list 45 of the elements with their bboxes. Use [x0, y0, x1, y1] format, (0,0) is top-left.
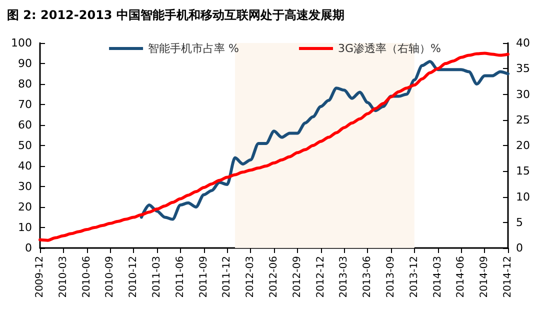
x-tick-label: 2012-12 — [315, 256, 326, 298]
x-tick-label: 2014-03 — [432, 256, 444, 298]
y-tick-label: 50 — [18, 139, 32, 152]
y-tick-label: 60 — [18, 118, 32, 132]
y2-tick-label: 20 — [516, 139, 530, 152]
y2-tick-label: 10 — [516, 190, 530, 204]
y-tick-label: 100 — [11, 36, 32, 50]
x-tick-label: 2010-12 — [128, 256, 140, 298]
legend-label: 智能手机市占率 % — [148, 42, 239, 55]
x-tick-label: 2013-09 — [386, 256, 396, 298]
y-tick-label: 30 — [18, 180, 32, 193]
y2-tick-label: 15 — [516, 164, 530, 178]
y-tick-label: 20 — [18, 200, 32, 214]
line-series — [140, 60, 510, 221]
y2-tick-label: 30 — [516, 88, 530, 101]
y-tick-label: 70 — [18, 98, 32, 111]
legend-label: 3G渗透率（右轴）% — [338, 42, 441, 55]
x-tick-label: 2009-12 — [34, 256, 46, 298]
y2-tick-label: 40 — [516, 36, 530, 50]
y-tick-label: 0 — [25, 242, 32, 254]
x-tick-label: 2011-12 — [222, 256, 233, 298]
x-tick-label: 2013-12 — [408, 256, 420, 298]
x-tick-label: 2012-09 — [292, 256, 303, 298]
x-tick-label: 2011-09 — [198, 256, 210, 298]
y-tick-label: 40 — [18, 160, 32, 172]
x-tick-label: 2014-09 — [479, 256, 490, 298]
y2-tick-label: 5 — [516, 216, 523, 229]
x-tick-label: 2014-12 — [502, 256, 514, 298]
x-tick-label: 2010-09 — [104, 256, 116, 298]
x-tick-label: 2013-03 — [338, 256, 350, 298]
x-tick-label: 2012-03 — [245, 256, 256, 298]
chart-title: 图 2: 2012-2013 中国智能手机和移动互联网处于高速发展期 — [7, 8, 344, 22]
y2-tick-label: 35 — [516, 62, 530, 76]
x-tick-label: 2011-06 — [174, 256, 186, 298]
y2-tick-label: 0 — [516, 242, 523, 254]
x-tick-label: 2011-03 — [152, 256, 162, 298]
x-tick-label: 2014-06 — [456, 256, 467, 298]
x-tick-label: 2010-03 — [58, 256, 69, 298]
x-tick-label: 2013-06 — [362, 256, 374, 298]
y-tick-label: 80 — [18, 78, 32, 90]
x-tick-label: 2012-06 — [268, 256, 280, 298]
y2-tick-label: 25 — [516, 113, 530, 126]
y-tick-label: 90 — [18, 57, 32, 70]
y-tick-label: 10 — [18, 221, 32, 234]
x-tick-label: 2010-06 — [81, 256, 92, 298]
